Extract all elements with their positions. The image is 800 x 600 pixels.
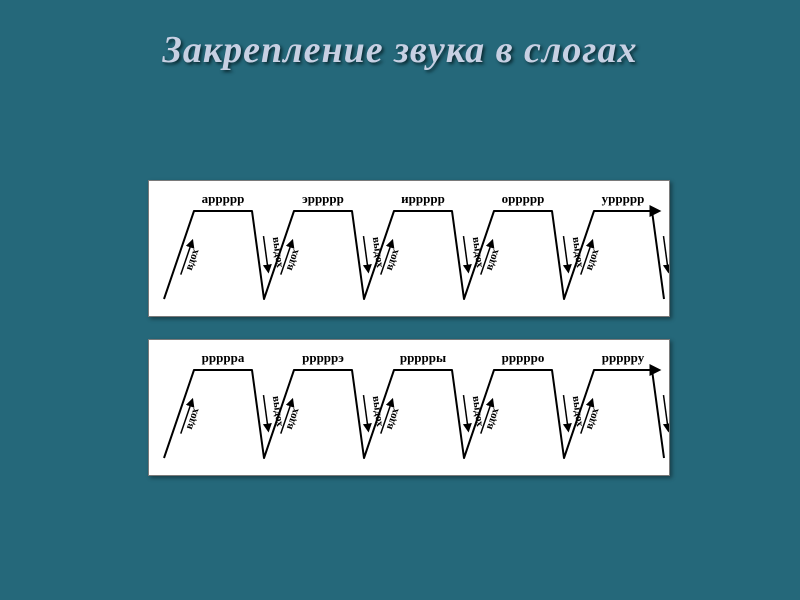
inhale-label: вдох (183, 247, 202, 272)
top-label: ррррра (202, 350, 245, 365)
top-label: иррррр (401, 191, 445, 206)
top-label: оррррр (502, 191, 545, 206)
waveform-svg-2: рррррарррррэрррррырррррорррррувдохвдохвд… (149, 340, 669, 475)
inhale-label: вдох (183, 406, 202, 431)
top-label: аррррр (202, 191, 245, 206)
top-label: ррррро (502, 350, 545, 365)
top-label: эррррр (302, 191, 344, 206)
top-label: рррррэ (302, 350, 344, 365)
panels-container: арррррэрррррирррррорррррурррррвдохвдохвд… (148, 180, 668, 498)
top-label: уррррр (602, 191, 645, 206)
waveform-panel-1: арррррэрррррирррррорррррурррррвдохвдохвд… (148, 180, 670, 317)
slide: Закрепление звука в слогах аррррр эррррр и… (0, 0, 800, 600)
top-label: ррррры (400, 350, 446, 365)
waveform-svg-1: арррррэрррррирррррорррррурррррвдохвдохвд… (149, 181, 669, 316)
top-label: ррррру (602, 350, 645, 365)
slide-title: Закрепление звука в слогах (0, 0, 800, 72)
waveform-panel-2: рррррарррррэрррррырррррорррррувдохвдохвд… (148, 339, 670, 476)
